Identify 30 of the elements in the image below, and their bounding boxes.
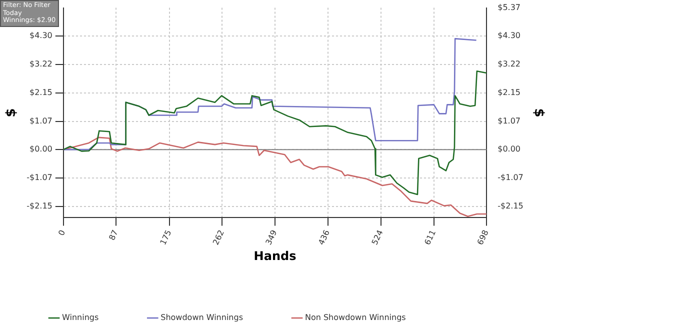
x-tick-label: 0 (56, 228, 68, 238)
legend-label: Winnings (62, 313, 99, 322)
y2-tick-label: -$2.15 (498, 201, 524, 210)
y-tick-label: $3.22 (29, 60, 52, 69)
x-tick-label: 349 (264, 228, 279, 246)
x-axis-title: Hands (254, 248, 296, 263)
y2-tick-label: $3.22 (498, 60, 521, 69)
y2-axis-title: $ (530, 108, 546, 118)
y-tick-label: -$2.15 (26, 201, 52, 210)
x-tick-label: 436 (316, 228, 332, 246)
y-axis-title: $ (4, 108, 20, 118)
x-tick-label: 698 (476, 228, 490, 246)
y-tick-label: $2.15 (29, 88, 52, 97)
y2-tick-label: $4.30 (498, 31, 521, 40)
y2-tick-label: $5.37 (498, 2, 521, 12)
y-tick-label: -$1.07 (26, 172, 52, 182)
y2-tick-label: $1.07 (498, 116, 521, 126)
x-tick-label: 611 (422, 228, 438, 246)
legend-label: Showdown Winnings (160, 313, 243, 322)
y-tick-label: $4.30 (29, 31, 52, 40)
legend-label: Non Showdown Winnings (304, 313, 406, 322)
x-tick-label: 262 (211, 228, 226, 246)
y-tick-label: $1.07 (29, 116, 52, 126)
x-tick-label: 87 (107, 228, 120, 242)
y2-tick-label: $0.00 (498, 144, 521, 154)
x-tick-label: 524 (370, 228, 385, 246)
y2-tick-label: -$1.07 (498, 172, 524, 182)
y-tick-label: $0.00 (29, 144, 52, 154)
x-tick-label: 175 (158, 228, 174, 246)
y2-tick-label: $2.15 (498, 88, 521, 97)
